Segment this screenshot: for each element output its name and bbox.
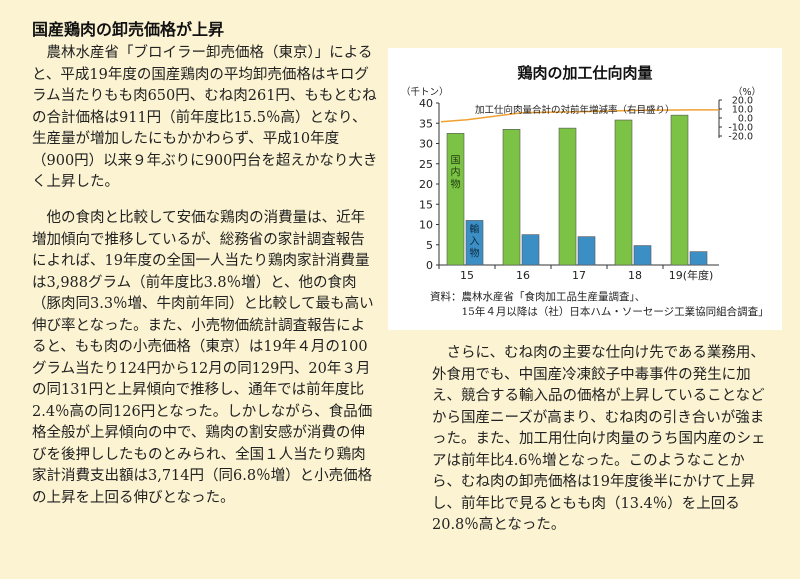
inline-label-domestic: 内 [451, 165, 461, 178]
y-tick-label: 0 [426, 259, 433, 272]
bar-domestic [558, 127, 577, 266]
x-tick-label: 18 [628, 269, 642, 282]
y-axis-label-left: （千トン） [401, 86, 449, 98]
inline-label-import: 物 [470, 246, 480, 259]
y-tick-label: 20 [419, 178, 433, 191]
chart-title: 鶏肉の加工仕向肉量 [517, 64, 653, 82]
paragraph-3: さらに、むね肉の主要な仕向け先である業務用、外食用でも、中国産冷凍餃子中毒事件の… [432, 345, 766, 533]
y-tick-label: 15 [419, 198, 433, 211]
bar-domestic [446, 133, 465, 266]
inline-label-import: 輸 [470, 222, 480, 235]
bar-domestic [502, 129, 521, 266]
bar-import [521, 234, 540, 266]
y-tick-label: 10 [419, 219, 433, 232]
y-axis-label-right: （%） [733, 86, 761, 98]
x-tick-label: 19(年度) [669, 268, 714, 282]
bar-import [465, 220, 484, 266]
y2-tick-label: 10.0 [732, 105, 753, 116]
source-note: 資料：農林水産省「食肉加工品生産量調査」、 15年４月以降は（社）日本ハム・ソー… [430, 290, 769, 320]
source-line-2: 15年４月以降は（社）日本ハム・ソーセージ工業協同組合調査」 [430, 306, 769, 318]
chart: 0 5 10 15 20 25 30 35 40（千トン） 20.010.00.0-10.0-20… [401, 86, 761, 282]
y-tick-label: 35 [419, 117, 433, 130]
x-tick-label: 16 [516, 269, 530, 282]
y-tick-label: 5 [426, 239, 433, 252]
inline-label-domestic: 国 [451, 154, 461, 166]
inline-label-domestic: 物 [451, 177, 461, 190]
y-tick-label: 30 [419, 138, 433, 151]
y2-tick-label: -20.0 [728, 132, 753, 143]
y2-tick-label: 0.0 [738, 114, 753, 125]
inline-label-import: 入 [470, 236, 480, 247]
x-tick-label: 17 [572, 269, 586, 282]
source-line-1: 資料：農林水産省「食肉加工品生産量調査」、 [430, 291, 646, 303]
paragraph-1: 農林水産省「ブロイラー卸売価格（東京）」によると、平成19年度の国産鶏肉の平均卸… [32, 45, 378, 190]
paragraph-2: 他の食肉と比較して安価な鶏肉の消費量は、近年増加傾向で推移しているが、総務省の家… [32, 210, 374, 506]
bar-domestic [614, 119, 633, 266]
figure-panel: 鶏肉の加工仕向肉量 0 5 10 15 20 25 30 35 40 （千トン） 20.0 10.0 0… [388, 48, 782, 330]
x-tick-label: 15 [460, 269, 474, 282]
y2-tick-label: 20.0 [732, 96, 753, 107]
article-heading: 国産鶏肉の卸売価格が上昇 [32, 20, 225, 39]
bar-import [689, 251, 708, 266]
bar-import [633, 245, 652, 266]
bar-domestic [670, 114, 689, 266]
bar-import [577, 236, 596, 266]
growth-rate-legend: 加工仕向肉量合計の対前年増減率（右目盛り） [475, 104, 675, 116]
y2-tick-label: -10.0 [728, 123, 753, 134]
y-tick-label: 40 [419, 97, 433, 110]
y-tick-label: 25 [419, 158, 433, 171]
growth-rate-line [440, 109, 719, 123]
